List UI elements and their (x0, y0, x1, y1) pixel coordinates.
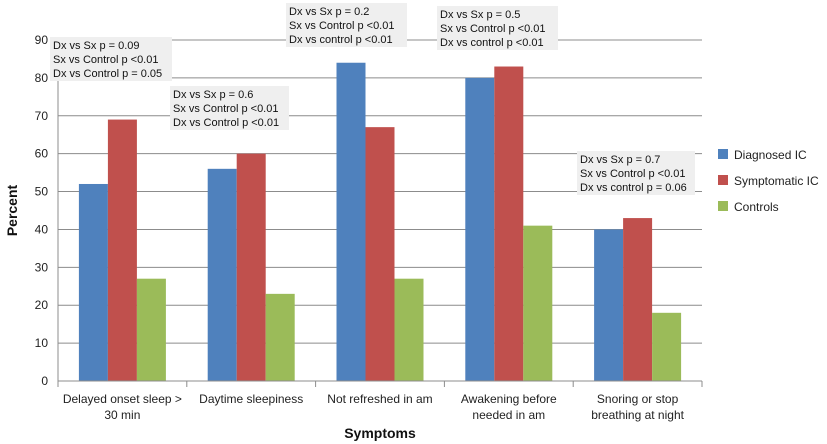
annotation-line: Sx vs Control p <0.01 (173, 103, 278, 115)
annotation-background (170, 86, 289, 130)
x-tick-label: Delayed onset sleep > (63, 392, 182, 406)
x-axis-title: Symptoms (344, 425, 416, 441)
bar (365, 127, 395, 382)
legend-swatch (718, 201, 728, 211)
annotation-background (50, 37, 172, 81)
annotation-line: Dx vs Sx p = 0.5 (440, 9, 520, 21)
bar (336, 62, 366, 381)
x-tick-label: Awakening before (461, 392, 557, 406)
annotation-line: Dx vs Sx p = 0.2 (289, 6, 369, 18)
x-tick-label: Not refreshed in am (327, 392, 432, 406)
legend-item: Symptomatic IC (718, 174, 819, 188)
x-tick-label: 30 min (104, 408, 140, 422)
bar (623, 218, 653, 381)
legend-swatch (718, 175, 728, 185)
axes (57, 40, 703, 387)
y-tick-labels: 0 10 20 30 40 50 60 70 80 90 (35, 33, 49, 388)
bar (207, 168, 237, 381)
x-tick-label: needed in am (472, 408, 545, 422)
x-tick-label: Daytime sleepiness (199, 392, 303, 406)
annotation-line: Sx vs Control p <0.01 (53, 54, 158, 66)
legend-item: Diagnosed IC (718, 148, 807, 162)
annotation-line: Sx vs Control p <0.01 (440, 23, 545, 35)
bar (652, 312, 682, 381)
y-tick-label: 0 (41, 374, 48, 388)
annotation-line: Dx vs control p <0.01 (289, 34, 393, 46)
annotation-line: Dx vs control p <0.01 (440, 37, 544, 49)
x-tick-label: breathing at night (591, 408, 684, 422)
y-tick-label: 50 (35, 185, 49, 199)
annotation-line: Sx vs Control p <0.01 (289, 20, 394, 32)
bar (594, 229, 624, 381)
annotation-line: Dx vs Sx p = 0.6 (173, 89, 253, 101)
y-tick-label: 60 (35, 147, 49, 161)
legend-label: Controls (734, 200, 779, 214)
annotation-background (286, 3, 407, 47)
legend-item: Controls (718, 200, 779, 214)
annotation-background (437, 6, 558, 50)
annotation-line: Dx vs control p = 0.06 (580, 182, 687, 194)
bar (465, 77, 495, 381)
annotation-line: Dx vs Sx p = 0.09 (53, 40, 140, 52)
y-axis-title: Percent (4, 184, 20, 236)
annotation-box: Dx vs Sx p = 0.09 Sx vs Control p <0.01 Dx… (50, 37, 172, 81)
bar (107, 119, 137, 382)
y-tick-label: 40 (35, 222, 49, 236)
y-tick-label: 70 (35, 109, 49, 123)
annotation-line: Sx vs Control p <0.01 (580, 168, 685, 180)
bar (265, 293, 295, 381)
x-tick-label: Snoring or stop (597, 392, 679, 406)
annotation-line: Dx vs Control p = 0.05 (53, 68, 162, 80)
legend-swatch (718, 149, 728, 159)
bar (136, 278, 166, 381)
y-tick-label: 10 (35, 336, 49, 350)
annotation-box: Dx vs Sx p = 0.2 Sx vs Control p <0.01 Dx … (286, 3, 407, 47)
bar (523, 225, 553, 381)
bar (494, 66, 524, 382)
legend: Diagnosed IC Symptomatic IC Controls (718, 148, 819, 214)
bar (236, 153, 266, 381)
annotation-background (577, 151, 695, 195)
annotation-line: Dx vs Control p <0.01 (173, 117, 279, 129)
bar (394, 278, 424, 381)
x-category-labels: Delayed onset sleep > 30 min Daytime sleep… (63, 392, 685, 422)
annotation-box: Dx vs Sx p = 0.5 Sx vs Control p <0.01 Dx … (437, 6, 558, 50)
legend-label: Diagnosed IC (734, 148, 807, 162)
y-tick-label: 80 (35, 71, 49, 85)
y-tick-label: 90 (35, 33, 49, 47)
legend-label: Symptomatic IC (734, 174, 819, 188)
y-tick-label: 20 (35, 298, 49, 312)
bar (78, 183, 108, 381)
y-tick-label: 30 (35, 260, 49, 274)
annotation-box: Dx vs Sx p = 0.7 Sx vs Control p <0.01 Dx … (577, 151, 695, 195)
annotation-box: Dx vs Sx p = 0.6 Sx vs Control p <0.01 Dx … (170, 86, 289, 130)
bars (78, 62, 682, 382)
annotation-line: Dx vs Sx p = 0.7 (580, 154, 660, 166)
